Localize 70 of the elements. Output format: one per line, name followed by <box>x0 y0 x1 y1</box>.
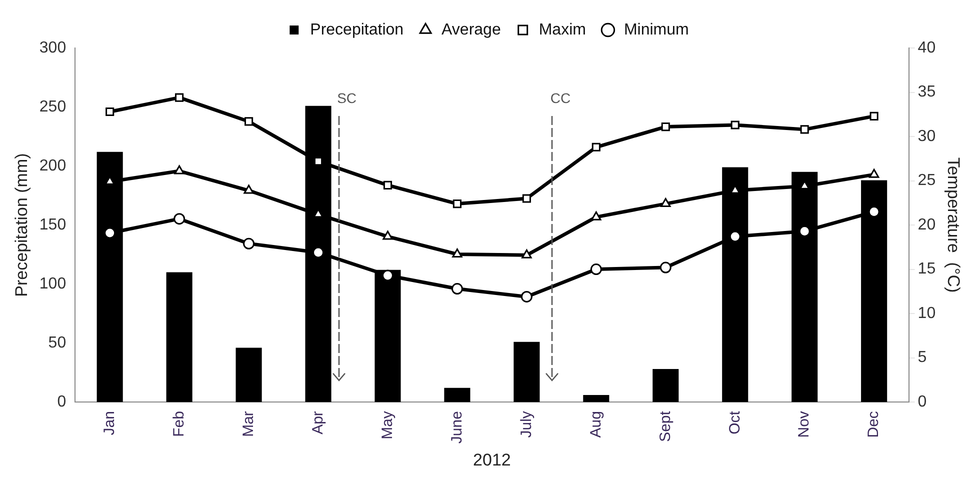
y-tick-label: 50 <box>48 334 66 352</box>
x-tick-label: Aug <box>587 411 604 438</box>
x-tick-label: Dec <box>865 410 882 438</box>
y2-tick-label: 5 <box>918 349 927 366</box>
y2-tick-label: 15 <box>918 260 936 278</box>
point <box>800 125 809 134</box>
point <box>383 180 392 190</box>
legend-label: Maxim <box>538 21 586 38</box>
point <box>522 194 531 203</box>
x-tick-label: Feb <box>170 411 188 437</box>
point <box>244 117 254 126</box>
point <box>174 165 184 174</box>
y-tick-label: 300 <box>39 39 66 56</box>
point <box>104 227 116 239</box>
y-tick-label: 250 <box>39 98 66 116</box>
point <box>520 290 532 302</box>
legend-label: Average <box>442 21 501 38</box>
point <box>661 122 670 132</box>
y-tick-label: 100 <box>39 275 66 292</box>
point <box>660 198 671 208</box>
point <box>452 248 462 258</box>
bar <box>652 369 679 402</box>
y2-tick-label: 35 <box>918 84 936 101</box>
x-tick-label: Mar <box>240 411 257 437</box>
x-tick-label: July <box>518 410 535 438</box>
y-tick-label: 150 <box>39 216 66 234</box>
annotation: CC <box>550 90 571 106</box>
point <box>660 262 672 274</box>
x-tick-label: June <box>448 411 466 444</box>
point <box>522 249 532 258</box>
point <box>243 238 255 250</box>
bar <box>583 394 610 402</box>
point <box>590 264 602 276</box>
legend-label: Minimum <box>624 21 689 38</box>
point <box>452 200 462 208</box>
x-tick-label: Oct <box>726 410 744 434</box>
point <box>175 93 184 102</box>
x-tick-label: Apr <box>309 411 326 434</box>
y2-tick-label: 30 <box>918 128 936 145</box>
x-tick-label: Nov <box>796 410 813 438</box>
point <box>382 230 393 240</box>
y-axis-title: Precepitation (mm) <box>12 153 31 297</box>
y2-axis-title: Temperature (°C) <box>944 157 964 293</box>
point <box>591 211 602 220</box>
point <box>730 120 740 130</box>
point <box>868 168 880 178</box>
y2-tick-label: 10 <box>918 304 936 322</box>
bar <box>444 388 470 402</box>
bar <box>514 342 540 402</box>
y2-tick-label: 25 <box>918 172 936 190</box>
point <box>592 142 600 152</box>
point <box>106 107 114 116</box>
bar <box>236 348 262 402</box>
y2-tick-label: 40 <box>918 39 936 56</box>
legend-label: Precepitation <box>310 21 404 38</box>
point <box>451 283 463 295</box>
point <box>870 112 878 120</box>
point <box>729 230 741 242</box>
bar <box>166 272 192 402</box>
y2-tick-label: 20 <box>918 216 936 234</box>
x-axis-title: 2012 <box>473 450 511 470</box>
point <box>244 184 254 194</box>
point <box>174 213 186 225</box>
x-tick-label: Sept <box>656 410 674 442</box>
y-tick-label: 200 <box>39 157 66 174</box>
x-tick-label: Jan <box>100 411 118 436</box>
x-tick-label: May <box>378 410 396 440</box>
y2-tick-label: 0 <box>918 393 927 410</box>
y-tick-label: 0 <box>57 393 66 410</box>
annotation: SC <box>337 90 357 106</box>
